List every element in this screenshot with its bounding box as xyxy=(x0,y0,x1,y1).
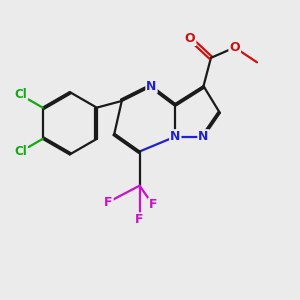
Text: F: F xyxy=(104,196,112,208)
Text: F: F xyxy=(135,213,144,226)
Text: N: N xyxy=(170,130,181,143)
Text: N: N xyxy=(146,80,157,93)
Text: N: N xyxy=(198,130,209,143)
Text: F: F xyxy=(149,199,157,212)
Text: Cl: Cl xyxy=(14,88,27,101)
Text: O: O xyxy=(230,41,240,54)
Text: O: O xyxy=(185,32,195,45)
Text: Cl: Cl xyxy=(14,145,27,158)
